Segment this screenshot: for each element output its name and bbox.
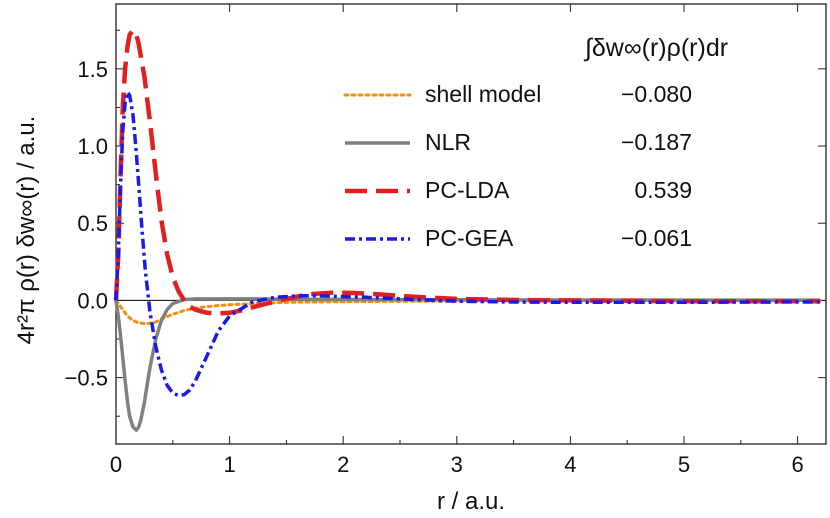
- y-tick-label: −0.5: [65, 366, 108, 391]
- legend-label-pc-gea: PC-GEA: [425, 225, 514, 251]
- plot-frame: [115, 3, 827, 445]
- x-tick-label: 6: [791, 452, 803, 477]
- legend: ∫δw∞(r)ρ(r)dr shell model −0.080 NLR −0.187 P…: [343, 34, 728, 251]
- y-tick-label: 1.0: [77, 134, 108, 159]
- y-tick-label: 1.5: [77, 57, 108, 82]
- x-tick-label: 0: [110, 452, 122, 477]
- series-line-pc-lda: [113, 27, 821, 316]
- x-tick-label: 2: [337, 452, 349, 477]
- series-line-pc-gea: [114, 90, 821, 398]
- x-axis-title: r / a.u.: [437, 488, 505, 515]
- legend-value-pc-gea: −0.061: [621, 225, 692, 251]
- legend-label-nlr: NLR: [425, 129, 471, 155]
- series-line-nlr: [114, 297, 821, 432]
- legend-value-shell-model: −0.080: [621, 81, 692, 107]
- legend-title: ∫δw∞(r)ρ(r)dr: [583, 34, 728, 62]
- x-tick-label: 1: [223, 452, 235, 477]
- legend-label-pc-lda: PC-LDA: [425, 177, 510, 203]
- y-tick-label: 0.5: [77, 211, 108, 236]
- axes: 0 1 2 3 4 5 6 −0.5 0.0 0.5 1.0 1.5 r / a.u. 4r²π ρ(r)…: [13, 3, 827, 515]
- y-axis-title: 4r²π ρ(r) δw∞(r) / a.u.: [13, 116, 40, 345]
- y-tick-label: 0.0: [77, 288, 108, 313]
- series-lines: [113, 27, 822, 432]
- legend-label-shell-model: shell model: [425, 81, 541, 107]
- x-tick-label: 3: [451, 452, 463, 477]
- x-tick-label: 4: [564, 452, 576, 477]
- legend-value-pc-lda: 0.539: [634, 177, 692, 203]
- legend-value-nlr: −0.187: [621, 129, 692, 155]
- x-tick-label: 5: [678, 452, 690, 477]
